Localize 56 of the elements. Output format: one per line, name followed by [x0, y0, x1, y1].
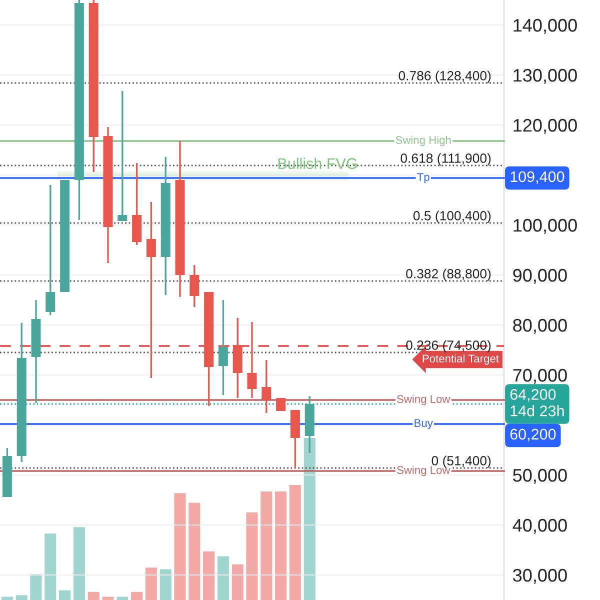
- bar: [131, 592, 143, 600]
- bar: [59, 590, 71, 600]
- bar: [102, 596, 114, 600]
- ref-line-label: Buy: [414, 419, 433, 430]
- candlestick: [218, 299, 228, 396]
- band-label: Bullish FVG: [278, 158, 357, 169]
- text: 64,200 14d 23h: [510, 389, 564, 416]
- y-tick-label: 90,000: [513, 268, 567, 284]
- y-tick-label: 30,000: [513, 568, 567, 584]
- bar: [217, 556, 229, 600]
- y-tick-label: 120,000: [514, 118, 577, 134]
- candlestick: [262, 359, 272, 414]
- y-tick-label: 80,000: [513, 318, 567, 334]
- candlestick: [276, 398, 286, 411]
- bar: [289, 484, 301, 600]
- bar: [88, 592, 100, 600]
- bar: [145, 568, 157, 600]
- ref-line-label: 0.618 (111,900): [400, 153, 491, 166]
- bar: [174, 493, 186, 600]
- ref-line-label: Swing High: [396, 136, 451, 146]
- y-tick-label: 50,000: [513, 468, 567, 484]
- y-tick-label: 130,000: [514, 68, 577, 84]
- bar: [275, 491, 287, 600]
- candlestick: [118, 90, 128, 222]
- y-tick-label: 70,000: [513, 368, 567, 384]
- bar: [304, 438, 316, 600]
- ref-line-label: Potential Target: [422, 354, 499, 365]
- ref-line-label: Swing Low: [397, 466, 450, 476]
- bar: [16, 595, 28, 600]
- y-tick-label: 40,000: [512, 518, 567, 534]
- candlestick: [46, 184, 56, 316]
- text: 109,400: [510, 171, 564, 184]
- bar: [73, 527, 85, 600]
- bar: [232, 564, 244, 600]
- ref-line-label: Tp: [417, 173, 430, 184]
- bar: [30, 574, 42, 600]
- ref-line-label: Swing Low: [397, 394, 450, 406]
- bar: [44, 534, 56, 600]
- text: 60,200: [510, 428, 556, 442]
- candlestick: [247, 321, 257, 399]
- ref-line-label: 0.5 (100,400): [413, 210, 491, 223]
- bar: [116, 596, 128, 600]
- candlestick: [190, 264, 200, 308]
- y-tick-label: 140,000: [514, 18, 577, 34]
- bar: [260, 491, 272, 600]
- y-tick-label: 100,000: [514, 218, 577, 234]
- ref-line-label: 0.786 (128,400): [398, 70, 491, 83]
- candlestick: [146, 201, 156, 379]
- bar: [1, 596, 13, 600]
- ref-line-label: 0.382 (88,800): [406, 268, 491, 281]
- ref-line-label: 0.236 (74,500): [406, 340, 491, 352]
- ref-line-label: 0 (51,400): [432, 456, 491, 468]
- bar: [188, 502, 200, 600]
- bar: [203, 551, 215, 600]
- bar: [160, 569, 172, 600]
- bar: [246, 512, 258, 600]
